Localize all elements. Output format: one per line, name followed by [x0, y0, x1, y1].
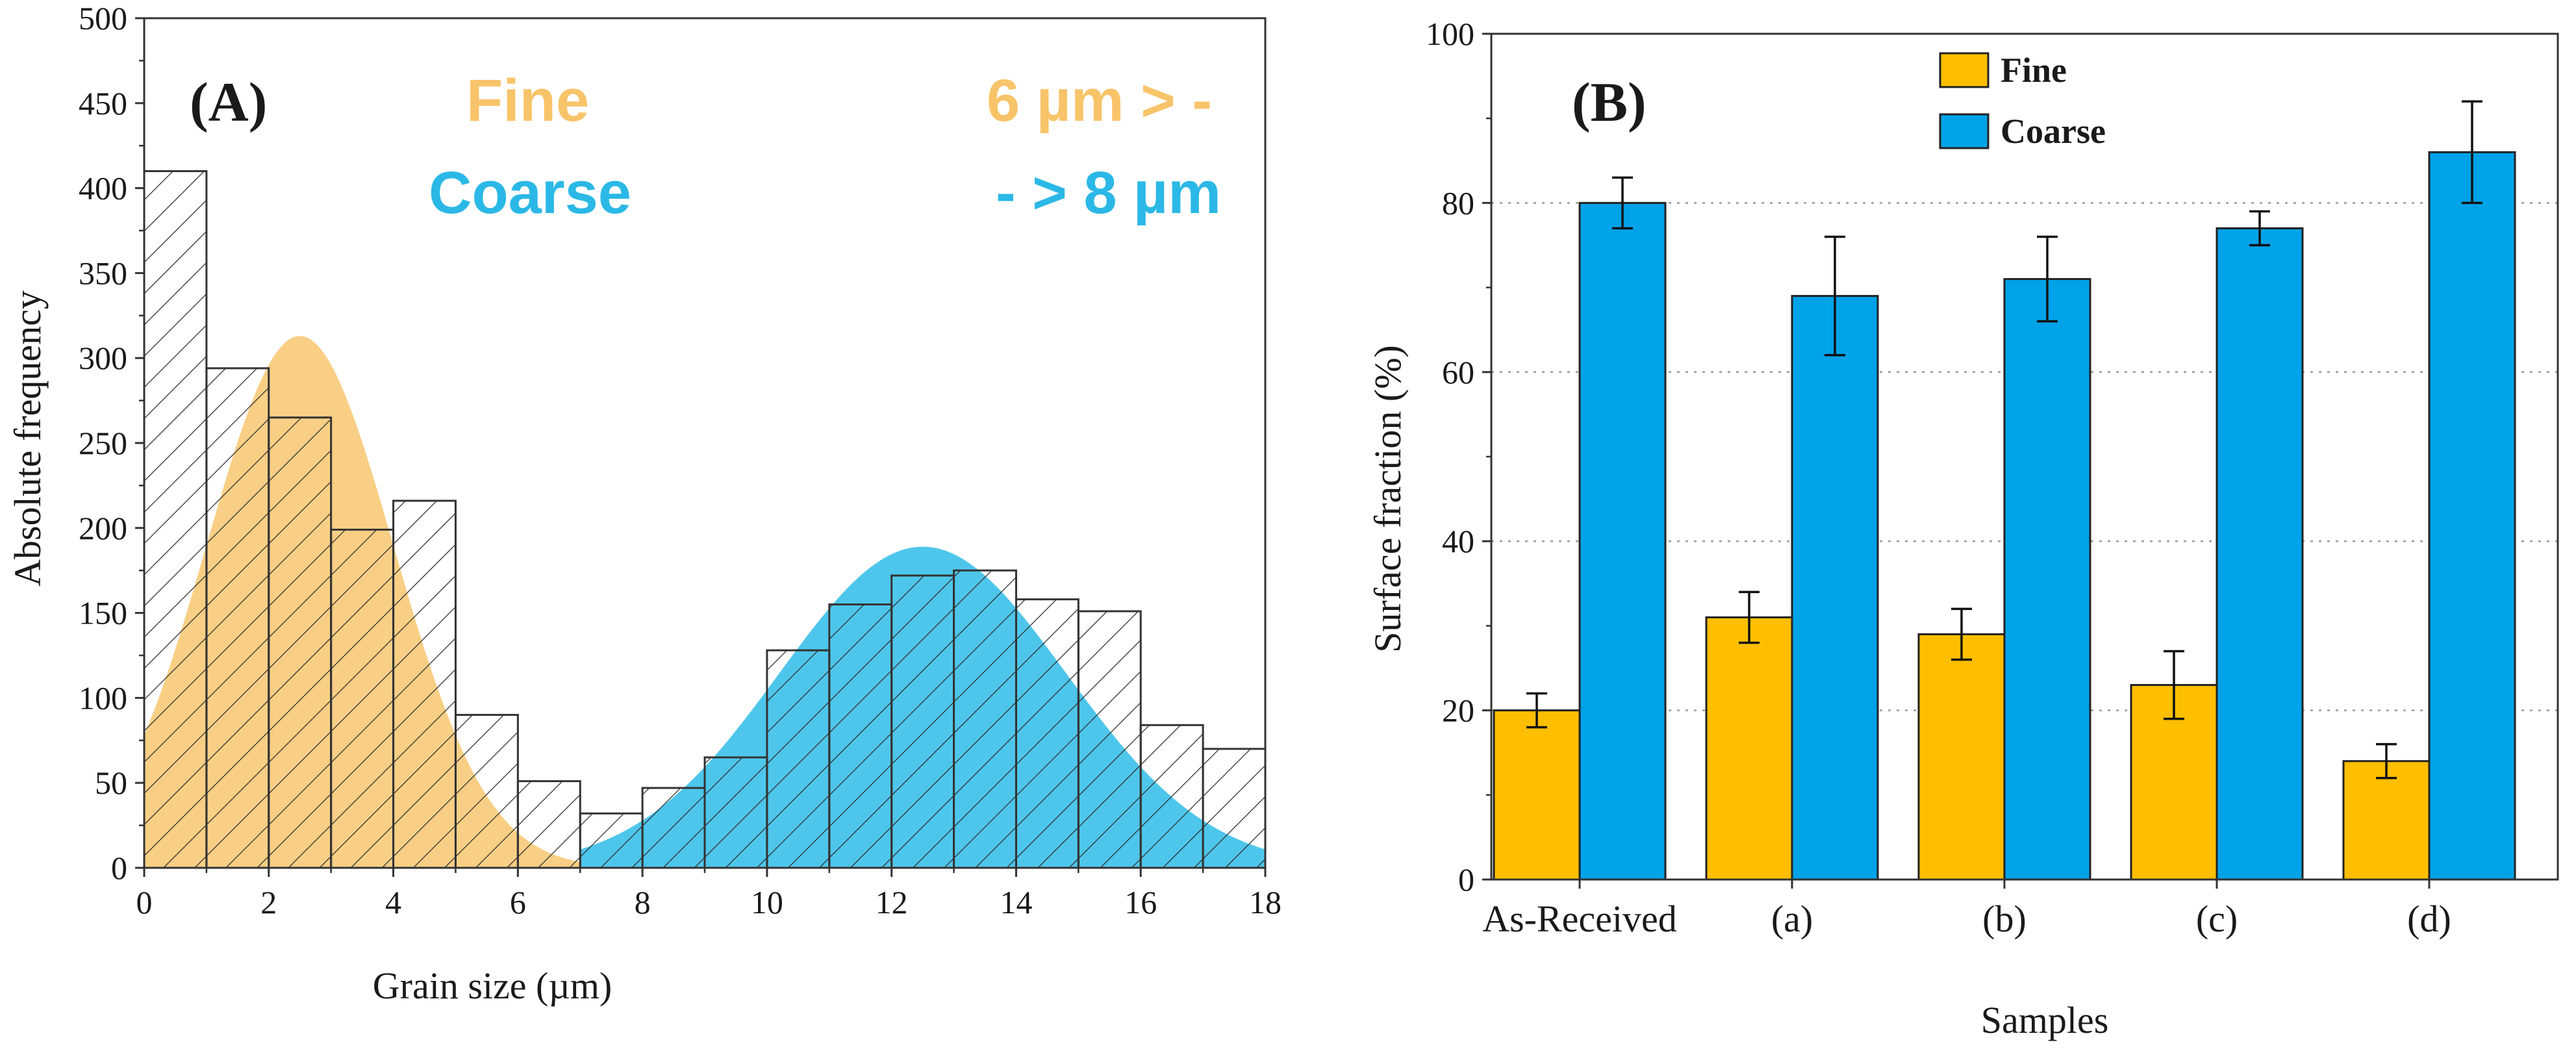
- y-tick-label: 450: [79, 85, 127, 121]
- coarse-bar: [1578, 201, 1667, 881]
- y-tick-label: 300: [79, 340, 127, 376]
- histogram-bin: [143, 170, 208, 869]
- fine-bar: [1493, 709, 1581, 881]
- y-tick-label: 200: [79, 510, 127, 546]
- bar-y-ticks: 0 20 40 60 80 100: [1426, 16, 1491, 898]
- histogram-bin: [392, 500, 457, 869]
- y-tick-label: 40: [1442, 523, 1474, 559]
- y-tick-label: 0: [1458, 861, 1474, 898]
- x-tick-label: 4: [385, 884, 401, 920]
- histogram-bin: [1077, 610, 1142, 869]
- legend-fine-swatch: [1939, 52, 1989, 88]
- histogram-bin: [890, 574, 955, 869]
- x-tick-label: 14: [1000, 884, 1032, 920]
- category-label: (c): [2196, 898, 2238, 940]
- coarse-annotation: Coarse: [429, 160, 631, 226]
- y-tick-label: 60: [1442, 354, 1474, 390]
- fine-annotation: Fine: [466, 68, 589, 134]
- y-tick-label: 500: [79, 0, 127, 36]
- panel-b-label: (B): [1572, 71, 1647, 133]
- histogram-y-axis-title: Absolute frequency: [6, 290, 49, 587]
- category-label: (a): [1771, 898, 1813, 940]
- y-tick-label: 150: [79, 595, 127, 631]
- panel-a-label: (A): [190, 71, 267, 133]
- bar-y-axis-title: Surface fraction (%): [1367, 345, 1409, 652]
- fine-range-annotation: 6 µm > -: [987, 68, 1212, 134]
- category-label: (b): [1982, 898, 2027, 940]
- bar-series: [1493, 100, 2516, 881]
- histogram-bin: [205, 367, 270, 869]
- histogram-x-axis-title: Grain size (µm): [373, 965, 612, 1007]
- bar-x-ticks: As-Received (a) (b) (c) (d): [1482, 880, 2451, 940]
- histogram-bin: [766, 649, 831, 869]
- y-tick-label: 50: [95, 765, 127, 801]
- histogram-x-ticks: 0 2 4 6 8 10 12 14 16 18: [136, 868, 1282, 920]
- histogram-bin: [1015, 598, 1080, 869]
- histogram-bin: [1139, 724, 1204, 869]
- histogram-bin: [641, 787, 706, 869]
- bar-x-axis-title: Samples: [1981, 999, 2109, 1041]
- y-tick-label: 250: [79, 425, 127, 461]
- fine-bar: [2342, 760, 2431, 881]
- histogram-bin: [828, 603, 893, 869]
- x-tick-label: 10: [751, 884, 783, 920]
- histogram-bin: [579, 812, 644, 869]
- coarse-bar: [1791, 295, 1879, 881]
- y-tick-label: 0: [111, 850, 127, 886]
- y-tick-label: 400: [79, 170, 127, 207]
- x-tick-label: 8: [635, 884, 651, 920]
- histogram-bin: [953, 569, 1017, 869]
- legend: Fine Coarse: [1939, 51, 2106, 151]
- fine-bar: [1705, 616, 1793, 881]
- bar-panel: 0 20 40 60 80 100 As-Received (a) (b) (c) (d) Sam…: [1367, 16, 2559, 1041]
- y-tick-label: 100: [79, 679, 127, 716]
- coarse-bar: [2003, 278, 2091, 881]
- x-tick-label: 12: [876, 884, 908, 920]
- x-tick-label: 16: [1124, 884, 1157, 920]
- coarse-bar: [2428, 151, 2516, 881]
- coarse-range-annotation: - > 8 µm: [996, 160, 1221, 226]
- x-tick-label: 6: [510, 884, 526, 920]
- histogram-bins: [143, 170, 1267, 869]
- legend-coarse-label: Coarse: [2001, 112, 2106, 151]
- histogram-bin: [516, 780, 581, 869]
- coarse-bar: [2216, 227, 2304, 881]
- histogram-bin: [330, 528, 395, 869]
- histogram-y-ticks: 0 50 100 150 200 250 300 350 400 450 500: [79, 0, 144, 886]
- legend-fine-label: Fine: [2001, 51, 2067, 90]
- category-label: As-Received: [1482, 898, 1677, 940]
- y-tick-label: 100: [1426, 16, 1474, 52]
- histogram-panel: 0 50 100 150 200 250 300 350 400 450 500 0 2 4 6 8 10 12…: [6, 0, 1282, 1007]
- y-tick-label: 80: [1442, 184, 1474, 221]
- fine-bar: [1917, 633, 2006, 881]
- histogram-bin: [268, 416, 333, 869]
- histogram-bin: [1202, 748, 1267, 869]
- x-tick-label: 2: [260, 884, 277, 920]
- histogram-bin: [703, 756, 768, 869]
- legend-coarse-swatch: [1939, 113, 1989, 149]
- histogram-bin: [454, 714, 519, 869]
- y-tick-label: 20: [1442, 692, 1474, 729]
- y-tick-label: 350: [79, 255, 127, 291]
- category-label: (d): [2407, 898, 2451, 940]
- x-tick-label: 0: [136, 884, 153, 920]
- x-tick-label: 18: [1249, 884, 1282, 920]
